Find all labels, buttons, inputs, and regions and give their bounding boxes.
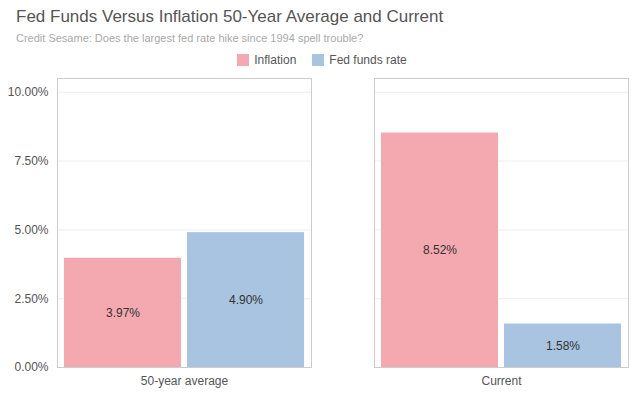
- html-text:Fed Funds Versus Inflation 50-: Fed Funds Versus Inflation 50-Year Avera…: [16, 7, 444, 26]
- svg-text:5.00%: 5.00%: [14, 223, 48, 237]
- svg-text:4.90%: 4.90%: [229, 293, 263, 307]
- svg-text:50-year average: 50-year average: [141, 374, 229, 388]
- html-text:Fed funds rate: Fed funds rate: [329, 53, 407, 67]
- svg-text:0.00%: 0.00%: [14, 360, 48, 374]
- svg-text:7.50%: 7.50%: [14, 154, 48, 168]
- svg-text:1.58%: 1.58%: [546, 339, 580, 353]
- svg-text:2.50%: 2.50%: [14, 292, 48, 306]
- svg-text:8.52%: 8.52%: [423, 243, 457, 257]
- svg-text:10.00%: 10.00%: [8, 85, 49, 99]
- html-text:Credit Sesame: Does the larges: Credit Sesame: Does the largest fed rate…: [16, 32, 364, 44]
- html-text:Inflation: Inflation: [254, 53, 297, 67]
- svg-text:Current: Current: [481, 374, 522, 388]
- svg-text:3.97%: 3.97%: [106, 306, 140, 320]
